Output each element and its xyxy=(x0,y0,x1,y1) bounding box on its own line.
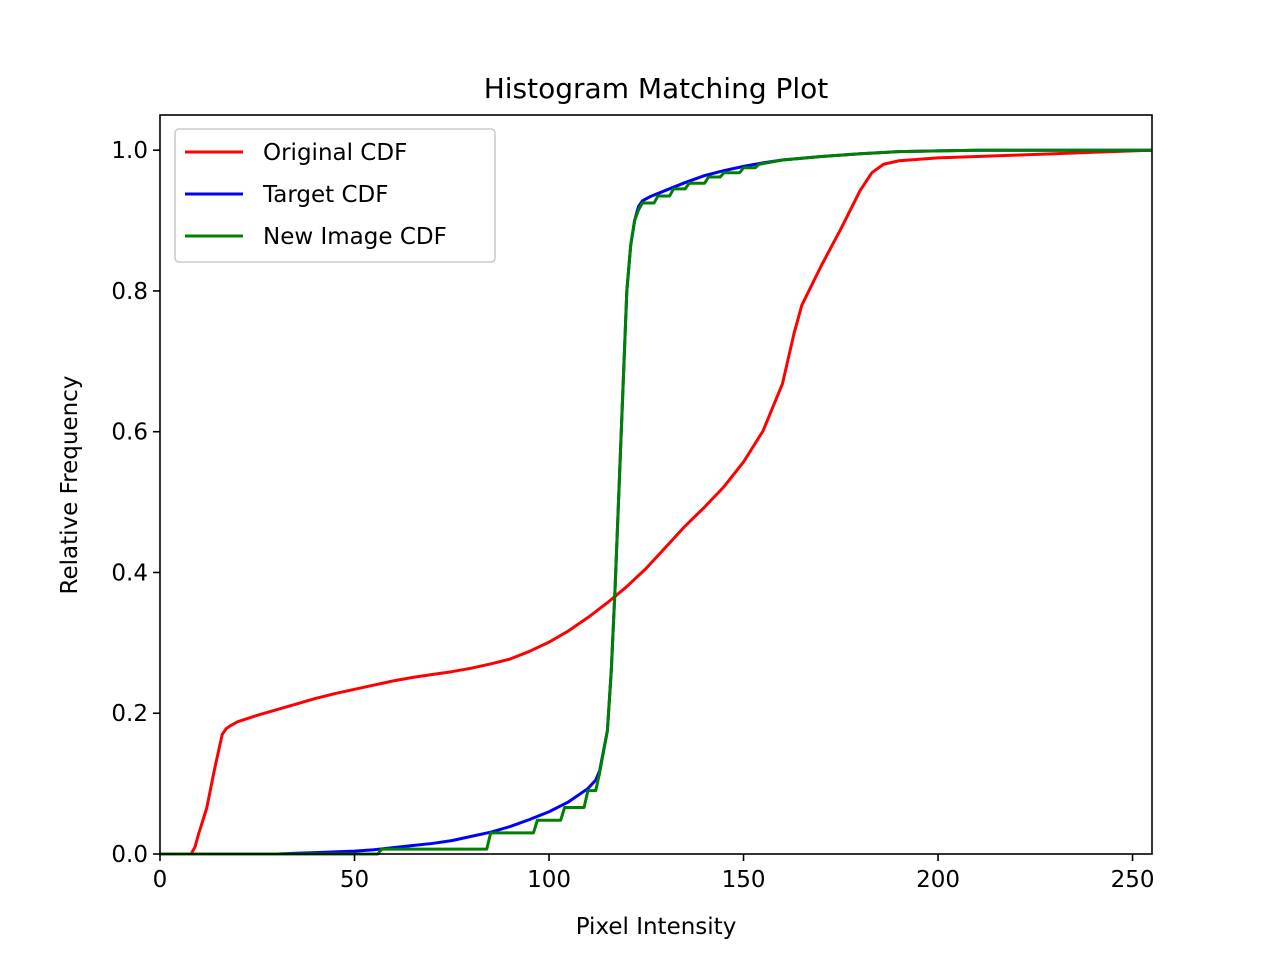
series-line-original-cdf xyxy=(160,148,1153,856)
x-tick-label: 100 xyxy=(527,867,571,893)
plot-frame xyxy=(159,114,1153,855)
y-axis: 0.0 0.2 0.4 0.6 0.8 1.0 xyxy=(111,138,160,868)
x-tick-label: 0 xyxy=(153,867,168,893)
legend-label-original-cdf: Original CDF xyxy=(263,140,407,166)
y-tick-label: 0.0 xyxy=(111,842,148,868)
legend-label-target-cdf: Target CDF xyxy=(262,182,388,208)
legend-label-new-image-cdf: New Image CDF xyxy=(263,224,447,250)
x-tick-label: 50 xyxy=(340,867,369,893)
x-tick-label: 200 xyxy=(916,867,960,893)
series-line-new-image-cdf xyxy=(160,148,1152,856)
y-axis-label: Relative Frequency xyxy=(57,376,83,595)
x-axis: 0 50 100 150 200 250 xyxy=(153,854,1155,893)
x-tick-label: 150 xyxy=(722,867,766,893)
plot-area xyxy=(160,148,1153,856)
y-tick-label: 0.8 xyxy=(111,279,148,305)
x-tick-label: 250 xyxy=(1111,867,1155,893)
y-tick-label: 0.4 xyxy=(111,560,148,586)
legend: Original CDF Target CDF New Image CDF xyxy=(174,128,496,263)
legend-frame xyxy=(174,128,496,263)
x-axis-label: Pixel Intensity xyxy=(576,914,737,940)
y-tick-label: 1.0 xyxy=(111,138,148,164)
chart-title: Histogram Matching Plot xyxy=(484,72,829,105)
y-tick-label: 0.2 xyxy=(111,701,148,727)
y-tick-label: 0.6 xyxy=(111,420,148,446)
